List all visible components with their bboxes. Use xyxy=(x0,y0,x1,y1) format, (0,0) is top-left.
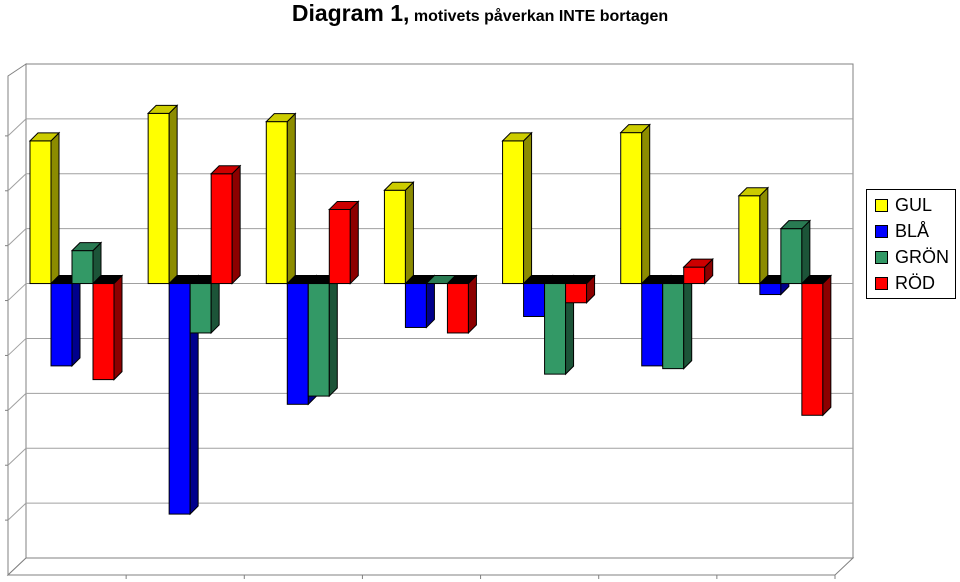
bar-grön-1 xyxy=(70,241,103,285)
bar-röd-3 xyxy=(328,200,360,285)
legend-label-gron: GRÖN xyxy=(895,246,949,267)
bar-blå-2 xyxy=(167,274,200,516)
legend-swatch-rod xyxy=(875,276,888,290)
bar-gul-1 xyxy=(28,131,61,285)
bar-gul-3 xyxy=(265,112,297,285)
bar-röd-6 xyxy=(682,257,714,285)
bar-grön-6 xyxy=(661,274,693,370)
gridline-side xyxy=(7,173,27,192)
floor xyxy=(6,557,855,576)
chart-title: Diagram 1, motivets påverkan INTE bortag… xyxy=(0,0,960,27)
bar-röd-7 xyxy=(800,274,833,417)
legend-item-rod: RÖD xyxy=(875,272,935,294)
bar-blå-4 xyxy=(404,274,436,329)
bar-röd-1 xyxy=(91,274,124,381)
bar-gul-2 xyxy=(146,104,179,285)
gridline-side xyxy=(7,338,27,356)
bar-grön-5 xyxy=(543,274,575,376)
gridline-side xyxy=(7,447,27,466)
gridline-side xyxy=(7,502,27,521)
bar-gul-4 xyxy=(383,181,415,285)
bar-gul-6 xyxy=(619,123,651,285)
legend-item-gul: GUL xyxy=(875,194,932,216)
legend-label-rod: RÖD xyxy=(895,272,935,293)
legend-label-gul: GUL xyxy=(895,194,933,215)
bar-gul-5 xyxy=(501,131,533,285)
bar-röd-2 xyxy=(209,164,242,285)
bar-blå-1 xyxy=(49,274,82,368)
bar-gul-7 xyxy=(737,186,770,285)
gridline-side xyxy=(7,118,27,137)
legend-item-bla: BLÅ xyxy=(875,220,929,242)
legend-swatch-gul xyxy=(875,198,888,212)
bar-röd-4 xyxy=(446,274,478,335)
bar-grön-7 xyxy=(779,219,812,285)
gridline-side xyxy=(7,283,27,301)
legend-swatch-bla xyxy=(875,224,888,238)
gridline-side xyxy=(7,392,27,411)
bar-röd-5 xyxy=(564,274,596,304)
side-wall xyxy=(7,63,27,577)
chart-legend: GUL BLÅ GRÖN RÖD xyxy=(866,189,956,299)
bar-grön-3 xyxy=(307,274,339,398)
legend-label-bla: BLÅ xyxy=(895,220,930,241)
legend-swatch-gron xyxy=(875,250,888,264)
chart-title-main: Diagram 1, xyxy=(291,0,410,26)
bar-grön-2 xyxy=(188,274,221,335)
gridline-side xyxy=(7,228,27,247)
legend-item-gron: GRÖN xyxy=(875,246,949,268)
bar-series-group xyxy=(28,104,833,516)
chart-title-sub: motivets påverkan INTE bortagen xyxy=(409,8,669,25)
